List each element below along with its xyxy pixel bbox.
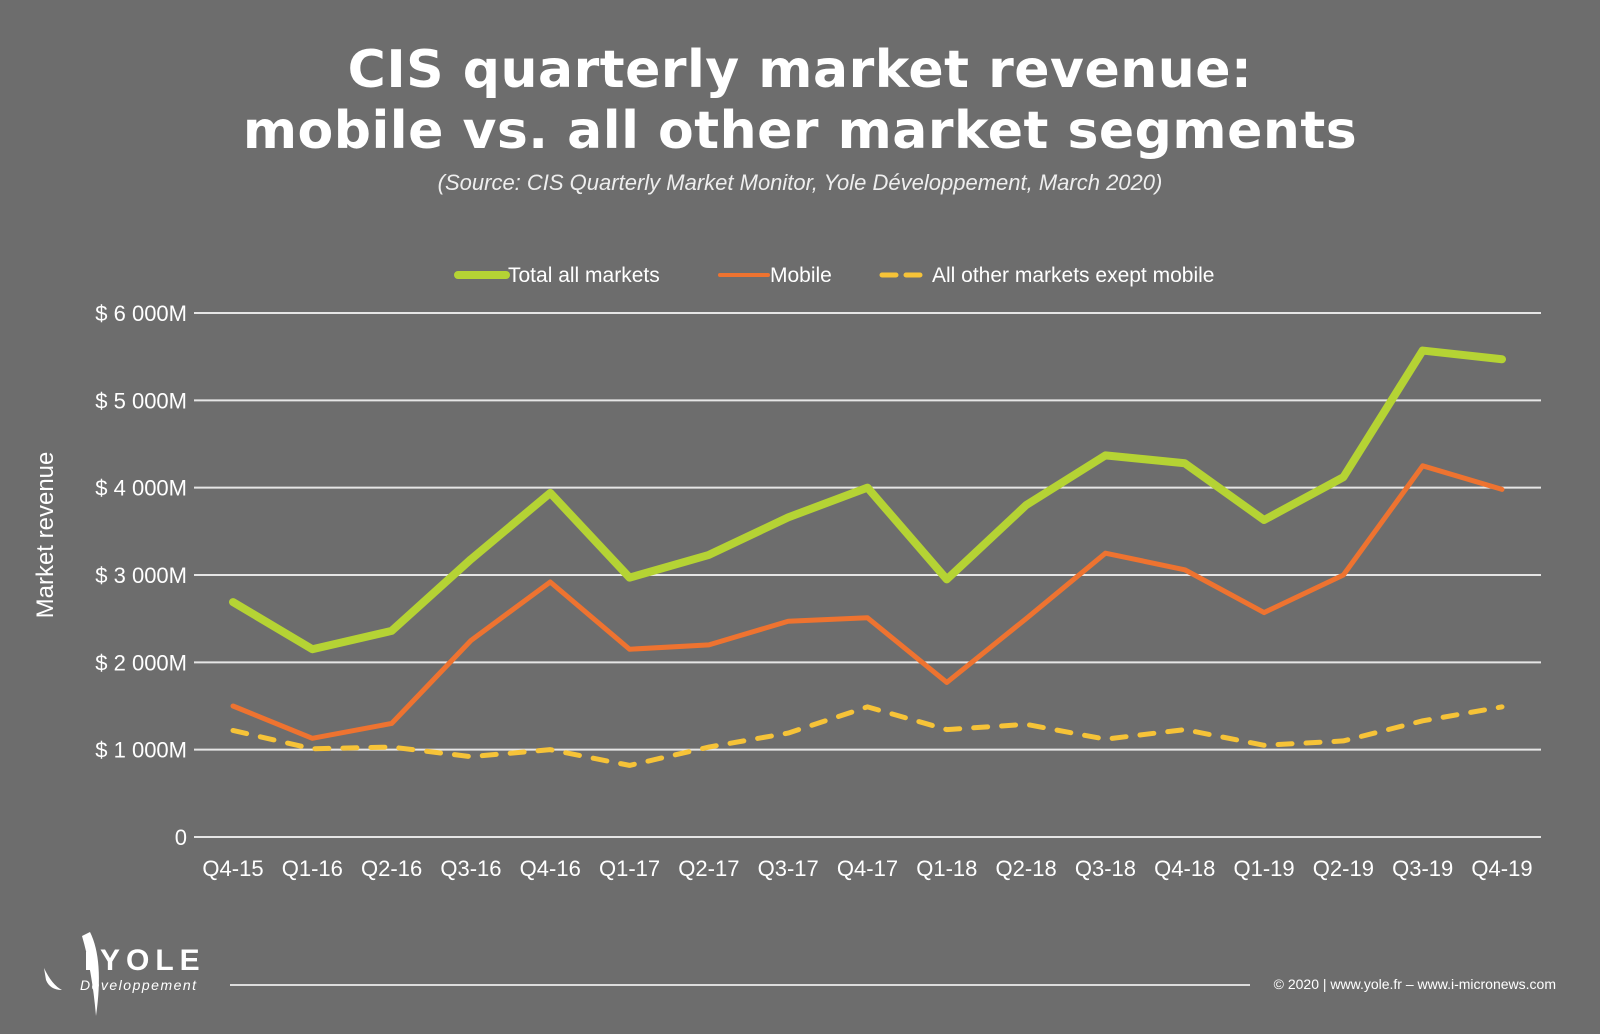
y-axis-label: Market revenue (32, 452, 59, 619)
y-tick-label: $ 5 000M (95, 388, 187, 413)
chart-subtitle: (Source: CIS Quarterly Market Monitor, Y… (437, 170, 1163, 195)
x-axis-ticks: Q4-15 Q1-16 Q2-16 Q3-16 Q4-16 Q1-17 Q2-17 Q3-17… (202, 856, 1532, 881)
legend-label: All other markets exept mobile (932, 264, 1214, 287)
x-tick-label: Q1-16 (282, 856, 343, 881)
x-tick-label: Q2-18 (996, 856, 1057, 881)
x-tick-label: Q2-16 (361, 856, 422, 881)
legend: Total all markets Mobile All other markets… (454, 264, 1214, 287)
y-tick-label: $ 4 000M (95, 476, 187, 501)
x-tick-label: Q4-19 (1471, 856, 1532, 881)
logo-text: YOLE (100, 944, 206, 977)
y-tick-label: $ 3 000M (95, 563, 187, 588)
chart-title-line1: CIS quarterly market revenue: (347, 40, 1253, 100)
x-tick-label: Q2-19 (1313, 856, 1374, 881)
x-tick-label: Q4-15 (202, 856, 263, 881)
x-tick-label: Q1-19 (1233, 856, 1294, 881)
x-tick-label: Q3-18 (1075, 856, 1136, 881)
x-tick-label: Q4-17 (837, 856, 898, 881)
x-tick-label: Q3-17 (758, 856, 819, 881)
y-tick-label: $ 2 000M (95, 650, 187, 675)
x-tick-label: Q1-18 (916, 856, 977, 881)
x-tick-label: Q2-17 (678, 856, 739, 881)
series-lines (229, 346, 1506, 768)
chart-title-line2: mobile vs. all other market segments (242, 101, 1358, 161)
x-tick-label: Q3-16 (440, 856, 501, 881)
copyright-text: © 2020 | www.yole.fr – www.i-micronews.c… (1273, 976, 1556, 992)
logo-subtext: Développement (80, 977, 198, 993)
y-tick-label: $ 6 000M (95, 301, 187, 326)
y-tick-label: $ 1 000M (95, 738, 187, 763)
series-line-2 (230, 704, 1505, 768)
yole-logo: YOLE Développement (44, 932, 206, 1016)
y-tick-label: 0 (175, 825, 187, 850)
x-tick-label: Q1-17 (599, 856, 660, 881)
legend-label: Total all markets (508, 264, 660, 287)
y-axis-ticks: 0 $ 1 000M $ 2 000M $ 3 000M $ 4 000M $ 5 000… (95, 301, 187, 850)
series-line-0 (229, 346, 1506, 654)
x-tick-label: Q4-16 (520, 856, 581, 881)
x-tick-label: Q4-18 (1154, 856, 1215, 881)
legend-label: Mobile (770, 264, 832, 287)
x-tick-label: Q3-19 (1392, 856, 1453, 881)
